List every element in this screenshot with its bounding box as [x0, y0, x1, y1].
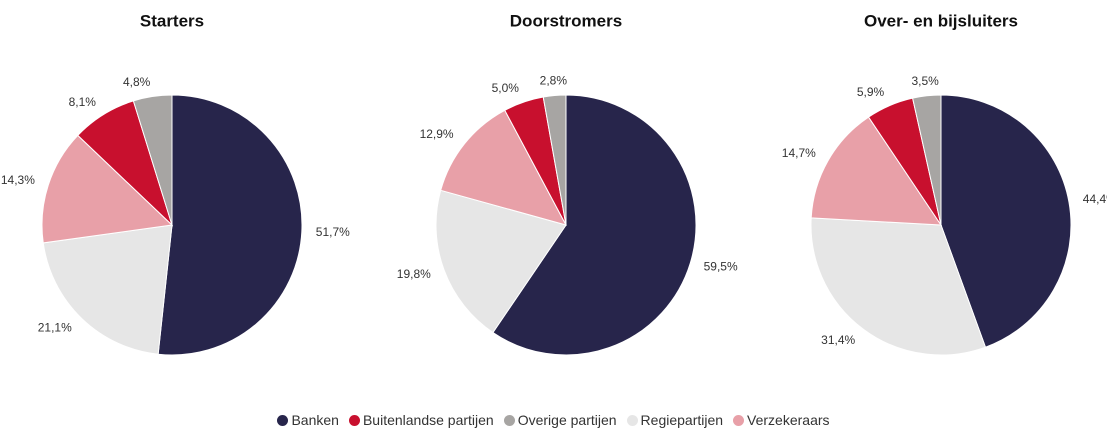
legend-label: Regiepartijen: [640, 412, 724, 428]
slice-label: 44,4%: [1083, 192, 1107, 206]
slice-label: 4,8%: [123, 75, 151, 89]
slice-label: 59,5%: [704, 260, 738, 274]
legend-label: Banken: [291, 412, 339, 428]
chart-title: Doorstromers: [510, 11, 622, 30]
chart-title: Over- en bijsluiters: [864, 11, 1018, 30]
chart: Starters 51,7% 21,1% 14,3% 8,1% 4,8% Doorstrom…: [1, 11, 1107, 356]
pie-slice: [542, 94, 567, 226]
slice-label: 3,5%: [912, 74, 940, 88]
pie-slice: [132, 94, 173, 226]
legend: Banken Buitenlandse partijen Overige parti…: [0, 412, 1107, 428]
chart-title: Starters: [140, 11, 204, 30]
pie-slice: [810, 217, 987, 356]
legend-item: Buitenlandse partijen: [348, 412, 494, 428]
legend-label: Buitenlandse partijen: [362, 412, 494, 428]
slice-label: 8,1%: [69, 95, 97, 109]
pie-slice: [492, 94, 697, 356]
slice-label: 12,9%: [420, 127, 454, 141]
legend-swatch: [277, 414, 289, 426]
legend-item: Banken: [277, 412, 339, 428]
legend-item: Overige partijen: [503, 412, 617, 428]
slice-label: 31,4%: [821, 333, 855, 347]
legend-swatch: [626, 414, 638, 426]
pie-slice: [912, 94, 942, 226]
pie-slice: [42, 224, 173, 355]
legend-swatch: [503, 414, 515, 426]
legend-swatch: [348, 414, 360, 426]
legend-item: Regiepartijen: [626, 412, 724, 428]
legend-item: Verzekeraars: [733, 412, 830, 428]
slice-label: 19,8%: [397, 267, 431, 281]
pie-slice: [440, 109, 567, 226]
slice-label: 5,9%: [857, 85, 885, 99]
pie-slice: [435, 189, 567, 334]
pie-slice: [157, 94, 303, 356]
slice-label: 5,0%: [492, 81, 520, 95]
pie-slice: [41, 134, 174, 244]
slice-label: 2,8%: [540, 74, 568, 88]
pie-slice: [940, 94, 1072, 348]
slice-label: 14,7%: [782, 146, 816, 160]
slice-label: 51,7%: [316, 225, 350, 239]
slice-label: 14,3%: [1, 173, 35, 187]
legend-label: Verzekeraars: [747, 412, 830, 428]
legend-label: Overige partijen: [517, 412, 617, 428]
legend-swatch: [733, 414, 745, 426]
pie-slice: [810, 116, 942, 226]
slice-label: 21,1%: [38, 321, 72, 335]
